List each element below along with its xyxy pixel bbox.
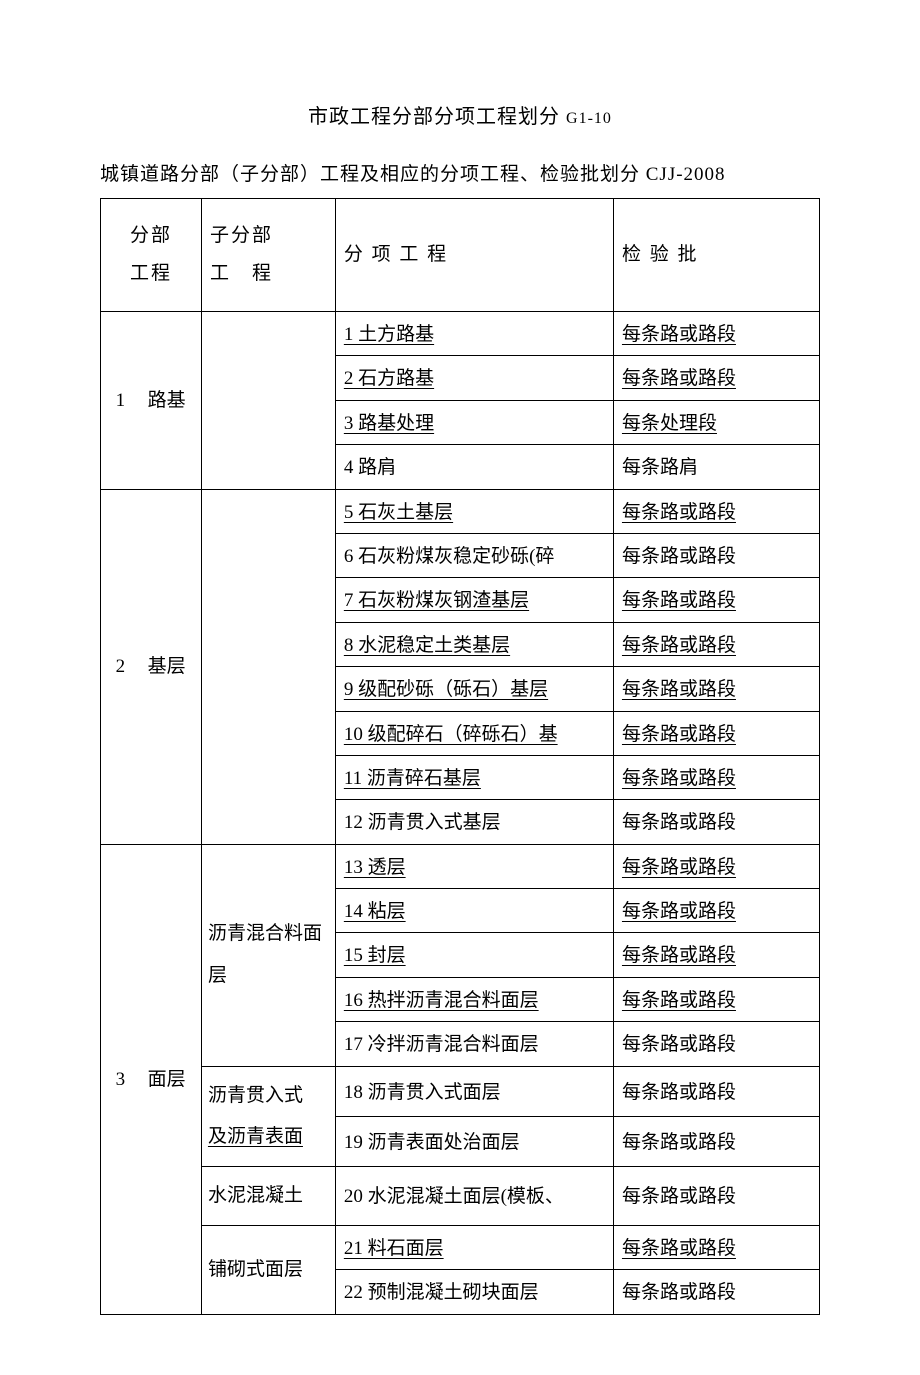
item-cell: 20 水泥混凝土面层(模板、: [335, 1167, 613, 1226]
item-cell: 15 封层: [335, 933, 613, 977]
batch-cell: 每条路或路段: [613, 800, 819, 844]
batch-cell: 每条路或路段: [613, 1270, 819, 1314]
item-cell: 10 级配碎石（碎砾石）基: [335, 711, 613, 755]
batch-cell: 每条路或路段: [613, 533, 819, 577]
section-subpart: 沥青贯入式及沥青表面: [201, 1066, 335, 1167]
section-subpart: [201, 489, 335, 844]
main-table: 分部工程 子分部工 程 分 项 工 程 检 验 批 1路基1 土方路基每条路或路…: [100, 198, 820, 1315]
item-cell: 12 沥青贯入式基层: [335, 800, 613, 844]
batch-cell: 每条路或路段: [613, 1226, 819, 1270]
item-cell: 13 透层: [335, 844, 613, 888]
section-part: 路基: [140, 312, 202, 490]
section-num: 1: [101, 312, 140, 490]
item-cell: 1 土方路基: [335, 312, 613, 356]
item-cell: 22 预制混凝土砌块面层: [335, 1270, 613, 1314]
header-item: 分 项 工 程: [335, 199, 613, 312]
document-title: 市政工程分部分项工程划分 G1-10: [100, 100, 820, 129]
header-subpart: 子分部工 程: [201, 199, 335, 312]
batch-cell: 每条路或路段: [613, 755, 819, 799]
item-cell: 16 热拌沥青混合料面层: [335, 977, 613, 1021]
item-cell: 2 石方路基: [335, 356, 613, 400]
item-cell: 3 路基处理: [335, 400, 613, 444]
item-cell: 9 级配砂砾（砾石）基层: [335, 667, 613, 711]
title-suffix: G1-10: [566, 110, 612, 127]
item-cell: 14 粘层: [335, 889, 613, 933]
item-cell: 21 料石面层: [335, 1226, 613, 1270]
item-cell: 4 路肩: [335, 445, 613, 489]
item-cell: 7 石灰粉煤灰钢渣基层: [335, 578, 613, 622]
batch-cell: 每条路或路段: [613, 1116, 819, 1166]
section-subpart: 铺砌式面层: [201, 1226, 335, 1315]
item-cell: 5 石灰土基层: [335, 489, 613, 533]
title-text: 市政工程分部分项工程划分: [308, 106, 560, 128]
item-cell: 17 冷拌沥青混合料面层: [335, 1022, 613, 1066]
batch-cell: 每条路或路段: [613, 1066, 819, 1116]
section-subpart: [201, 312, 335, 490]
item-cell: 18 沥青贯入式面层: [335, 1066, 613, 1116]
batch-cell: 每条路或路段: [613, 578, 819, 622]
header-batch: 检 验 批: [613, 199, 819, 312]
batch-cell: 每条路或路段: [613, 489, 819, 533]
header-part: 分部工程: [101, 199, 202, 312]
item-cell: 8 水泥稳定土类基层: [335, 622, 613, 666]
section-num: 3: [101, 844, 140, 1314]
batch-cell: 每条路或路段: [613, 933, 819, 977]
item-cell: 11 沥青碎石基层: [335, 755, 613, 799]
document-subtitle: 城镇道路分部（子分部）工程及相应的分项工程、检验批划分 CJJ-2008: [100, 159, 820, 186]
batch-cell: 每条路或路段: [613, 356, 819, 400]
batch-cell: 每条路或路段: [613, 889, 819, 933]
batch-cell: 每条路或路段: [613, 1167, 819, 1226]
item-cell: 19 沥青表面处治面层: [335, 1116, 613, 1166]
batch-cell: 每条路或路段: [613, 1022, 819, 1066]
section-subpart: 沥青混合料面层: [201, 844, 335, 1066]
batch-cell: 每条处理段: [613, 400, 819, 444]
batch-cell: 每条路或路段: [613, 711, 819, 755]
batch-cell: 每条路或路段: [613, 844, 819, 888]
section-part: 基层: [140, 489, 202, 844]
batch-cell: 每条路或路段: [613, 667, 819, 711]
batch-cell: 每条路或路段: [613, 622, 819, 666]
batch-cell: 每条路或路段: [613, 312, 819, 356]
item-cell: 6 石灰粉煤灰稳定砂砾(碎: [335, 533, 613, 577]
section-part: 面层: [140, 844, 202, 1314]
batch-cell: 每条路肩: [613, 445, 819, 489]
section-subpart: 水泥混凝土: [201, 1167, 335, 1226]
section-num: 2: [101, 489, 140, 844]
batch-cell: 每条路或路段: [613, 977, 819, 1021]
